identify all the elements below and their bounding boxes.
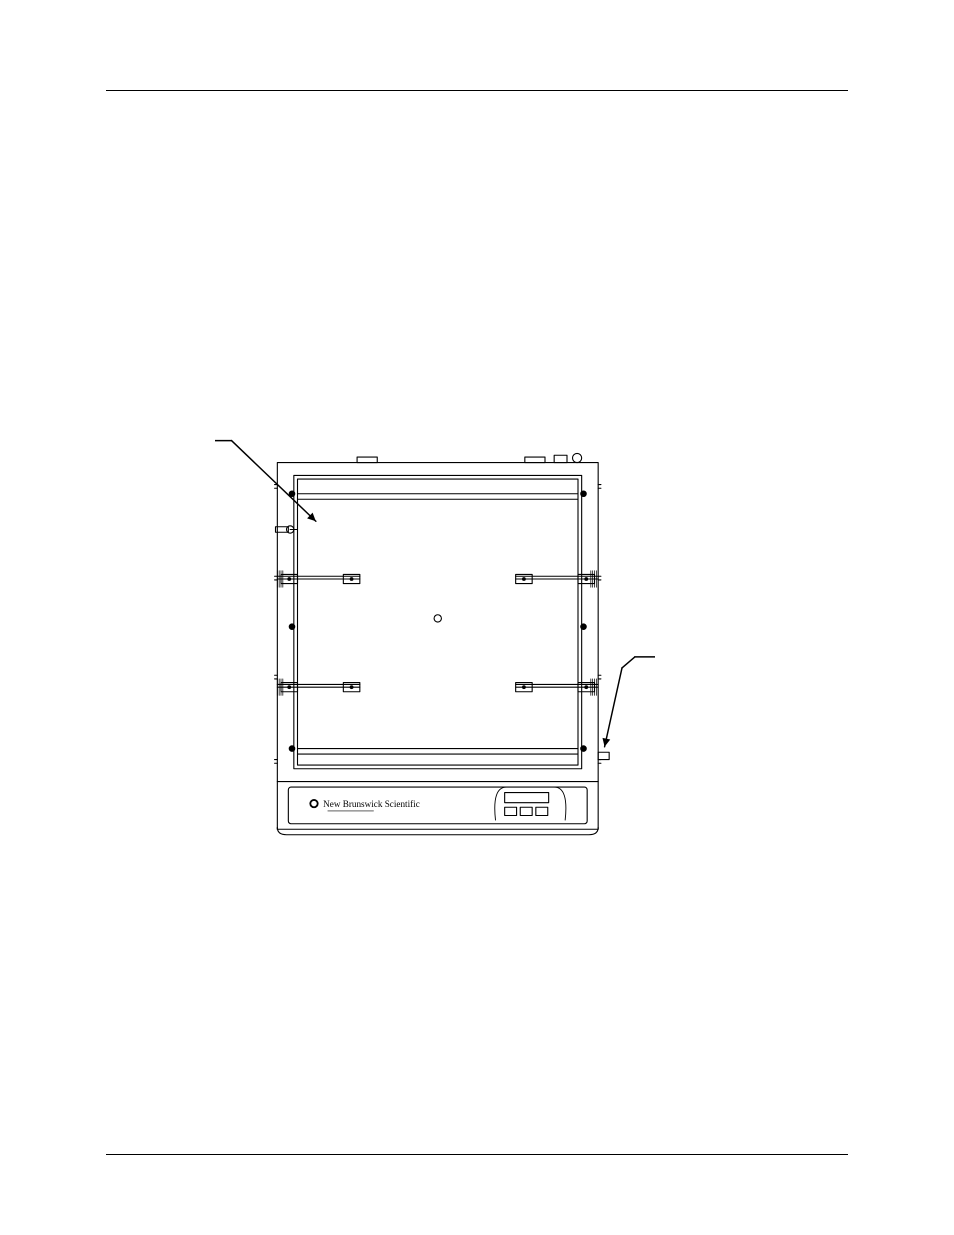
- document-page: New Brunswick Scientific: [0, 0, 954, 1235]
- footer-rule: [106, 1154, 848, 1155]
- header-rule: [106, 90, 848, 91]
- shaker-diagram: New Brunswick Scientific: [215, 410, 655, 880]
- shaker-svg: New Brunswick Scientific: [215, 410, 655, 880]
- svg-text:New Brunswick Scientific: New Brunswick Scientific: [323, 799, 420, 809]
